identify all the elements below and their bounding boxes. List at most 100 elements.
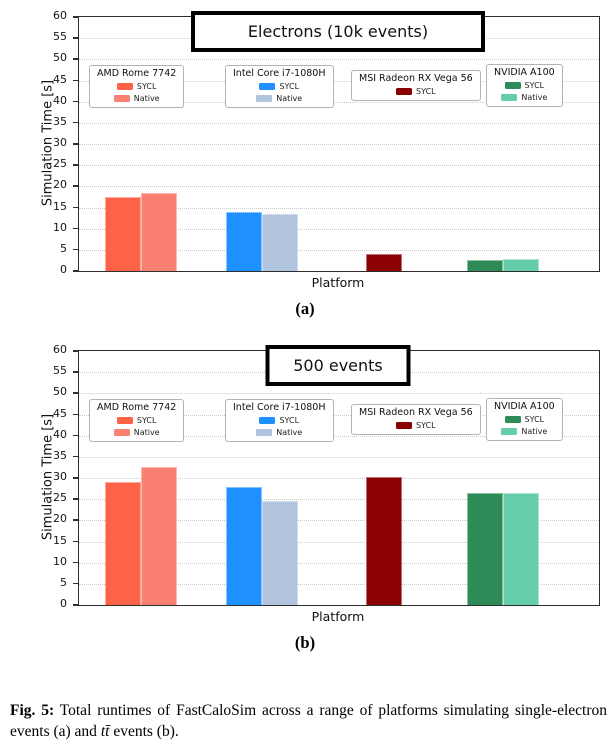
- legend-nvidia-a100: NVIDIA A100 SYCL Native: [486, 64, 563, 107]
- y-axis: 0 5 10 15 20 25 30 35 40 45 50 55 60: [0, 343, 72, 610]
- bar-intel-core-i7-1080h-sycl: [226, 211, 263, 271]
- gridline: [79, 478, 599, 479]
- y-tick-label: 5: [60, 575, 67, 589]
- y-tick-mark: [73, 16, 78, 18]
- bar-amd-rome-7742-sycl: [104, 482, 141, 605]
- legend-entry-sycl: SYCL: [494, 80, 555, 91]
- legend-entry-sycl: SYCL: [97, 415, 176, 426]
- gridline: [79, 101, 599, 103]
- sycl-color-swatch-icon: [396, 422, 413, 429]
- bar-amd-rome-7742-native: [140, 467, 177, 605]
- y-tick-mark: [73, 227, 78, 230]
- chart-a: Simulation Time [s] 0 5 10 15 20 25 30 35 40 45 50…: [0, 0, 615, 334]
- legend-entry-label: SYCL: [524, 415, 545, 424]
- gridline: [79, 414, 599, 416]
- gridline: [79, 249, 599, 251]
- y-tick-label: 50: [53, 385, 67, 399]
- plot-area: AMD Rome 7742 SYCL Native Intel Core i7-108…: [73, 350, 600, 606]
- sycl-color-swatch-icon: [396, 88, 413, 95]
- legend-title: AMD Rome 7742: [97, 68, 177, 79]
- y-tick-label: 60: [53, 343, 67, 356]
- sycl-color-swatch-icon: [116, 417, 133, 424]
- legend-title: NVIDIA A100: [494, 67, 555, 78]
- caption-text: tt̄: [100, 722, 110, 740]
- bar-msi-radeon-rx-vega-56-sycl: [366, 254, 403, 271]
- gridline: [79, 520, 599, 522]
- legend-entry-label: Native: [276, 428, 303, 437]
- x-axis-label: Platform: [311, 609, 365, 624]
- gridline: [79, 144, 599, 145]
- legend-entry-label: SYCL: [524, 81, 545, 90]
- y-tick-label: 45: [53, 72, 67, 86]
- sycl-color-swatch-icon: [504, 82, 521, 89]
- chart-b: Simulation Time [s] 0 5 10 15 20 25 30 35 40 45 50…: [0, 334, 615, 672]
- y-tick-label: 10: [53, 220, 67, 234]
- y-tick-mark: [73, 58, 78, 60]
- legend-entry-label: Native: [521, 427, 548, 436]
- y-tick-mark: [73, 498, 78, 500]
- gridline: [79, 562, 599, 564]
- native-color-swatch-icon: [256, 95, 273, 102]
- y-tick-label: 20: [53, 512, 67, 526]
- legend-intel-core-i7-1080h: Intel Core i7-1080H SYCL Native: [225, 65, 334, 108]
- y-axis: 0 5 10 15 20 25 30 35 40 45 50 55 60: [0, 9, 72, 276]
- subfigure-label: (b): [294, 633, 316, 652]
- legend-title: AMD Rome 7742: [97, 402, 177, 413]
- y-tick-mark: [73, 371, 78, 373]
- gridline: [79, 541, 599, 543]
- legend-nvidia-a100: NVIDIA A100 SYCL Native: [486, 398, 563, 441]
- gridline: [79, 186, 599, 188]
- y-tick-mark: [73, 392, 78, 394]
- y-tick-mark: [73, 582, 78, 585]
- gridline: [79, 59, 599, 61]
- legend-entry-native: Native: [233, 93, 326, 104]
- y-tick-mark: [73, 185, 78, 187]
- y-tick-label: 30: [53, 470, 67, 483]
- plot-area: AMD Rome 7742 SYCL Native Intel Core i7-108…: [73, 16, 600, 272]
- bar-amd-rome-7742-sycl: [104, 196, 141, 271]
- y-tick-mark: [73, 164, 78, 166]
- y-tick-label: 30: [53, 136, 67, 149]
- subfigure-label: (a): [295, 299, 315, 318]
- sycl-color-swatch-icon: [259, 83, 276, 90]
- gridline: [79, 499, 599, 501]
- bar-intel-core-i7-1080h-native: [262, 501, 299, 605]
- y-tick-mark: [73, 477, 78, 479]
- gridline: [79, 80, 599, 82]
- y-tick-mark: [73, 206, 78, 208]
- gridline: [79, 393, 599, 395]
- y-tick-label: 0: [60, 597, 67, 610]
- legend-entry-sycl: SYCL: [233, 415, 326, 426]
- y-tick-label: 35: [53, 114, 67, 128]
- native-color-swatch-icon: [113, 429, 130, 436]
- bar-amd-rome-7742-native: [140, 193, 177, 271]
- gridline: [79, 435, 599, 437]
- y-tick-mark: [73, 121, 78, 124]
- bar-nvidia-a100-sycl: [466, 493, 503, 605]
- y-tick-mark: [73, 270, 78, 272]
- y-tick-mark: [73, 434, 78, 437]
- chart-title: 500 events: [293, 356, 383, 375]
- y-tick-label: 60: [53, 9, 67, 22]
- legend-entry-sycl: SYCL: [359, 420, 473, 431]
- gridline: [79, 456, 599, 458]
- legend-msi-radeon-rx-vega-56: MSI Radeon RX Vega 56 SYCL: [351, 404, 481, 435]
- legend-entry-sycl: SYCL: [233, 81, 326, 92]
- legend-intel-core-i7-1080h: Intel Core i7-1080H SYCL Native: [225, 399, 334, 442]
- native-color-swatch-icon: [501, 428, 518, 435]
- legend-entry-label: Native: [133, 428, 160, 437]
- legend-entry-sycl: SYCL: [359, 86, 473, 97]
- y-tick-label: 40: [53, 93, 67, 107]
- chart-title: Electrons (10k events): [247, 22, 429, 41]
- bar-msi-radeon-rx-vega-56-sycl: [366, 477, 403, 605]
- y-tick-label: 45: [53, 406, 67, 420]
- y-tick-label: 5: [60, 241, 67, 255]
- sycl-color-swatch-icon: [504, 416, 521, 423]
- y-tick-label: 40: [53, 427, 67, 441]
- legend-entry-label: SYCL: [136, 82, 157, 91]
- y-tick-mark: [73, 350, 78, 352]
- y-tick-mark: [73, 540, 78, 542]
- chart-title-box: Electrons (10k events): [191, 11, 485, 52]
- legend-title: Intel Core i7-1080H: [233, 402, 326, 413]
- y-tick-label: 0: [60, 263, 67, 276]
